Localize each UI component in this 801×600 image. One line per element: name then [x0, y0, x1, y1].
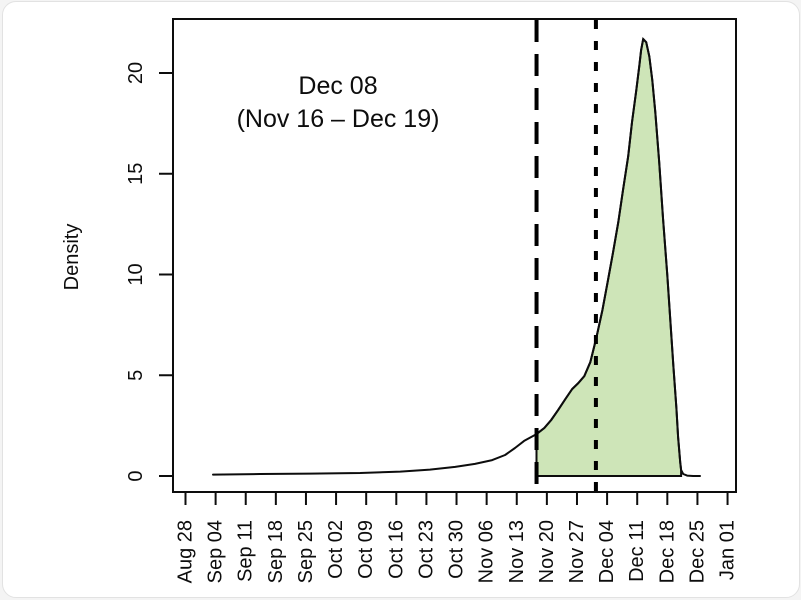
x-tick-label: Dec 04 [596, 520, 618, 583]
annotation-range: (Nov 16 – Dec 19) [237, 105, 440, 133]
y-tick-label: 0 [125, 470, 147, 481]
x-tick-label: Nov 20 [536, 520, 558, 583]
x-tick-label: Sep 18 [265, 520, 287, 583]
x-tick-label: Aug 28 [175, 520, 197, 583]
x-tick-label: Jan 01 [717, 520, 739, 580]
density-curve [212, 38, 701, 477]
plot-frame [172, 18, 737, 493]
y-tick-label: 5 [125, 370, 147, 381]
y-tick-label: 15 [125, 163, 147, 185]
density-curve-line [212, 38, 701, 477]
annotation-date: Dec 08 [298, 72, 377, 100]
reference-lines [534, 20, 598, 491]
x-tick-label: Oct 30 [446, 520, 468, 579]
plot-box [172, 18, 737, 493]
x-axis: Aug 28 Sep 04 Sep 11 Sep 18 Sep 25 Oct 02 Oct … [175, 492, 739, 583]
x-tick-label: Sep 11 [235, 520, 257, 582]
x-tick-label: Oct 16 [385, 520, 407, 579]
x-tick-label: Nov 06 [476, 520, 498, 583]
y-tick-label: 20 [125, 62, 147, 84]
x-tick-label: Sep 25 [295, 520, 317, 583]
x-tick-label: Sep 04 [205, 520, 227, 583]
x-tick-label: Nov 13 [506, 520, 528, 583]
y-axis-title: Density [61, 224, 83, 291]
x-tick-label: Oct 09 [355, 520, 377, 579]
x-tick-label: Dec 25 [686, 520, 708, 583]
y-axis: 0 5 10 15 20 [125, 62, 173, 482]
x-tick-label: Dec 11 [626, 520, 648, 582]
x-tick-label: Dec 18 [656, 520, 678, 583]
x-tick-label: Oct 23 [415, 520, 437, 579]
y-tick-label: 10 [125, 263, 147, 285]
x-tick-label: Nov 27 [566, 520, 588, 583]
x-tick-label: Oct 02 [325, 520, 347, 579]
